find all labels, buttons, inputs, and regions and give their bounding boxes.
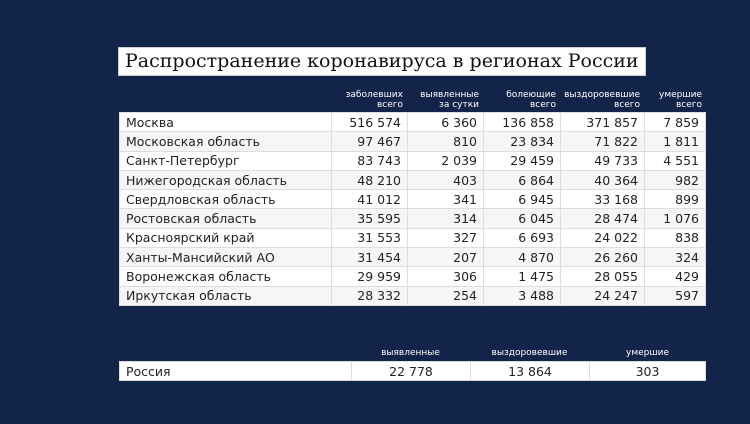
value-cell: 1 811: [644, 131, 706, 152]
column-header: выявленные за сутки: [407, 90, 479, 110]
value-cell: 24 247: [560, 285, 645, 306]
table-row: Ханты-Мансийский АО 31 454 207 4 870 26 260 3…: [119, 247, 706, 268]
value-cell: 1 076: [644, 208, 706, 229]
header-line: всего: [376, 100, 403, 110]
region-cell: Москва: [119, 111, 332, 133]
value-cell: 33 168: [560, 189, 645, 210]
value-cell: 516 574: [331, 111, 408, 133]
table-row: Красноярский край 31 553 327 6 693 24 022 838: [119, 227, 706, 249]
value-cell: 429: [644, 266, 706, 287]
header-line: умершие: [659, 90, 702, 100]
value-cell: 1 475: [483, 266, 561, 287]
column-header: заболевших всего: [331, 90, 403, 110]
header-line: всего: [529, 100, 556, 110]
value-cell: 7 859: [644, 111, 706, 133]
value-cell: 2 039: [407, 150, 484, 171]
total-column-header: выздоровевшие: [491, 348, 568, 358]
value-cell: 327: [407, 227, 484, 249]
total-column-header: выявленные: [381, 348, 440, 358]
value-cell: 207: [407, 247, 484, 268]
russia-total-table: Россия 22 778 13 864 303: [119, 360, 706, 382]
region-cell: Красноярский край: [119, 227, 332, 249]
table-row: Свердловская область 41 012 341 6 945 33 168…: [119, 189, 706, 210]
value-cell: 306: [407, 266, 484, 287]
value-cell: 41 012: [331, 189, 408, 210]
value-cell: 4 551: [644, 150, 706, 171]
value-cell: 324: [644, 247, 706, 268]
value-cell: 71 822: [560, 131, 645, 152]
value-cell: 6 864: [483, 169, 561, 191]
value-cell: 136 858: [483, 111, 561, 133]
value-cell: 403: [407, 169, 484, 191]
value-cell: 6 945: [483, 189, 561, 210]
value-cell: 40 364: [560, 169, 645, 191]
value-cell: 48 210: [331, 169, 408, 191]
regions-table: Москва 516 574 6 360 136 858 371 857 7 859 Мос…: [119, 111, 706, 306]
value-cell: 810: [407, 131, 484, 152]
table-row: Иркутская область 28 332 254 3 488 24 247 597: [119, 285, 706, 306]
region-cell: Россия: [119, 360, 352, 382]
region-cell: Санкт-Петербург: [119, 150, 332, 171]
value-cell: 899: [644, 189, 706, 210]
value-cell: 371 857: [560, 111, 645, 133]
value-cell: 31 454: [331, 247, 408, 268]
column-header: болеющие всего: [483, 90, 556, 110]
region-cell: Нижегородская область: [119, 169, 332, 191]
header-line: болеющие: [506, 90, 556, 100]
header-line: выздоровевшие: [564, 90, 640, 100]
value-cell: 23 834: [483, 131, 561, 152]
table-row: Московская область 97 467 810 23 834 71 822 1…: [119, 131, 706, 152]
table-row: Россия 22 778 13 864 303: [119, 360, 706, 382]
header-line: заболевших: [345, 90, 403, 100]
column-header: выздоровевшие всего: [560, 90, 640, 110]
value-cell: 29 459: [483, 150, 561, 171]
header-line: всего: [613, 100, 640, 110]
value-cell: 28 474: [560, 208, 645, 229]
value-cell: 35 595: [331, 208, 408, 229]
value-cell: 26 260: [560, 247, 645, 268]
page-title: Распространение коронавируса в регионах …: [118, 47, 646, 76]
value-cell: 341: [407, 189, 484, 210]
value-cell: 24 022: [560, 227, 645, 249]
value-cell: 49 733: [560, 150, 645, 171]
value-cell: 6 693: [483, 227, 561, 249]
value-cell: 83 743: [331, 150, 408, 171]
value-cell: 28 055: [560, 266, 645, 287]
value-cell: 6 045: [483, 208, 561, 229]
value-cell: 97 467: [331, 131, 408, 152]
column-header: умершие всего: [644, 90, 702, 110]
header-line: всего: [675, 100, 702, 110]
table-row: Нижегородская область 48 210 403 6 864 40 36…: [119, 169, 706, 191]
table-row: Ростовская область 35 595 314 6 045 28 474 1 …: [119, 208, 706, 229]
value-cell: 838: [644, 227, 706, 249]
value-cell: 6 360: [407, 111, 484, 133]
region-cell: Ростовская область: [119, 208, 332, 229]
region-cell: Ханты-Мансийский АО: [119, 247, 332, 268]
value-cell: 4 870: [483, 247, 561, 268]
value-cell: 31 553: [331, 227, 408, 249]
value-cell: 22 778: [351, 360, 471, 382]
region-cell: Свердловская область: [119, 189, 332, 210]
value-cell: 314: [407, 208, 484, 229]
table-row: Москва 516 574 6 360 136 858 371 857 7 859: [119, 111, 706, 133]
value-cell: 13 864: [470, 360, 590, 382]
value-cell: 982: [644, 169, 706, 191]
total-column-header: умершие: [626, 348, 669, 358]
value-cell: 254: [407, 285, 484, 306]
table-row: Санкт-Петербург 83 743 2 039 29 459 49 733 4 …: [119, 150, 706, 171]
value-cell: 29 959: [331, 266, 408, 287]
table-row: Воронежская область 29 959 306 1 475 28 055 4…: [119, 266, 706, 287]
region-cell: Московская область: [119, 131, 332, 152]
region-cell: Иркутская область: [119, 285, 332, 306]
value-cell: 3 488: [483, 285, 561, 306]
header-line: за сутки: [439, 100, 479, 110]
value-cell: 28 332: [331, 285, 408, 306]
value-cell: 303: [589, 360, 706, 382]
region-cell: Воронежская область: [119, 266, 332, 287]
value-cell: 597: [644, 285, 706, 306]
header-line: выявленные: [420, 90, 479, 100]
